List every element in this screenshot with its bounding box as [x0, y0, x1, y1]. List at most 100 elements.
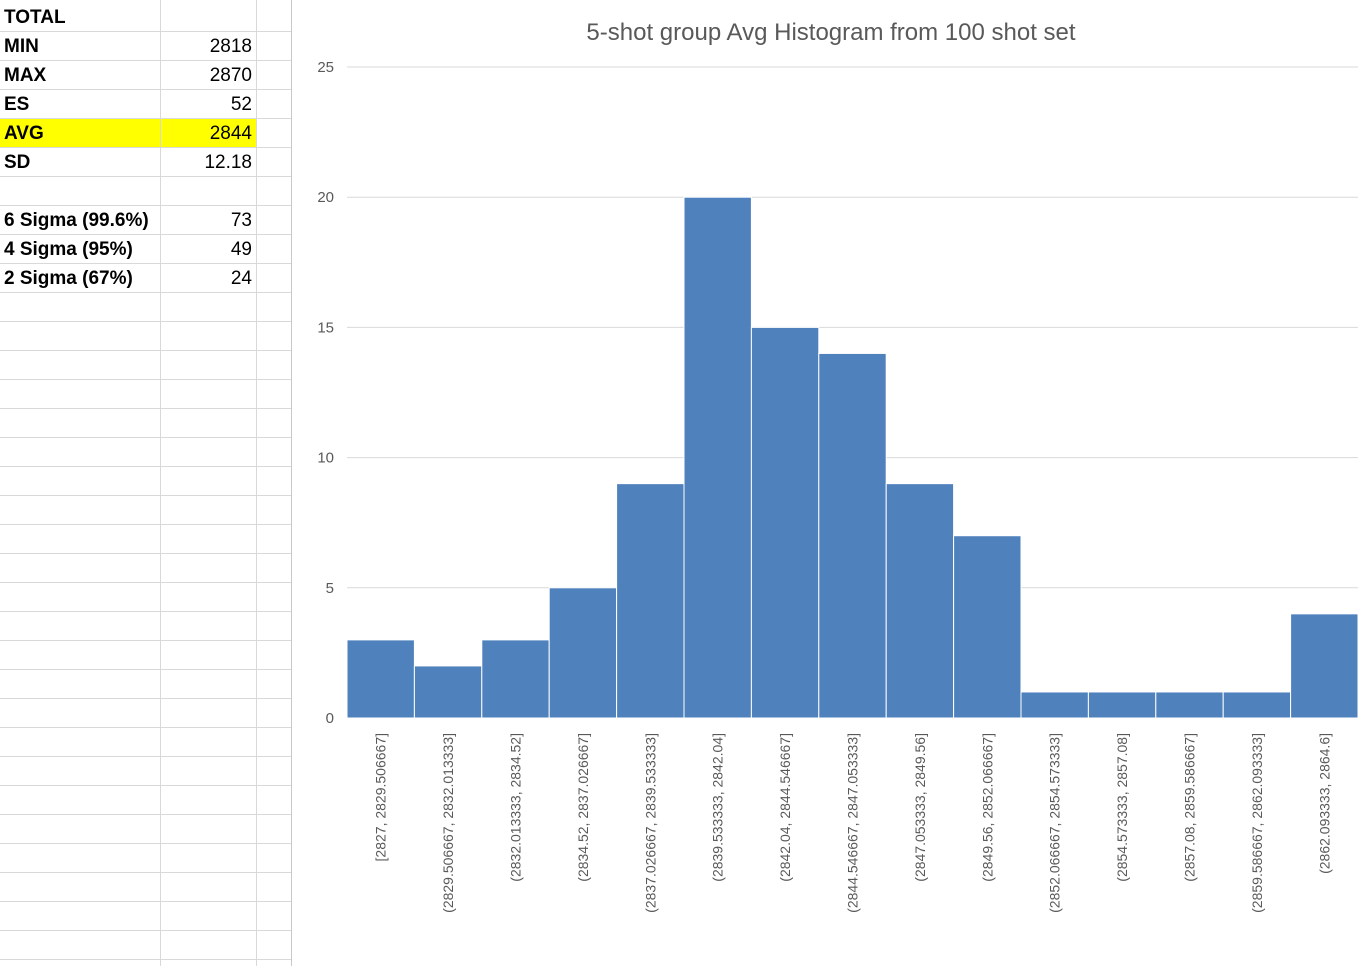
histogram-bar[interactable] — [1020, 691, 1089, 719]
histogram-bar[interactable] — [1290, 613, 1359, 719]
histogram-bar[interactable] — [481, 639, 550, 719]
row-value-cell[interactable] — [161, 873, 256, 901]
row-value-cell[interactable] — [161, 670, 256, 698]
row-value-cell[interactable] — [161, 438, 256, 466]
sheet-row[interactable] — [0, 438, 292, 467]
row-label-cell[interactable] — [0, 786, 160, 814]
sheet-row[interactable] — [0, 728, 292, 757]
row-value-cell[interactable]: 24 — [230, 268, 252, 289]
row-value-cell[interactable]: 12.18 — [204, 152, 252, 173]
sheet-row[interactable]: 4 Sigma (95%) 49 — [0, 235, 292, 264]
row-value-cell[interactable] — [161, 728, 256, 756]
row-label-cell[interactable] — [0, 496, 160, 524]
row-value-cell[interactable] — [161, 467, 256, 495]
histogram-chart[interactable]: 5-shot group Avg Histogram from 100 shot… — [292, 0, 1369, 966]
row-value-cell[interactable] — [161, 815, 256, 843]
sheet-row[interactable] — [0, 902, 292, 931]
sheet-row[interactable] — [0, 322, 292, 351]
row-label-cell[interactable]: TOTAL — [4, 7, 66, 28]
sheet-row[interactable]: TOTAL — [0, 3, 292, 32]
sheet-row[interactable] — [0, 177, 292, 206]
row-value-cell[interactable]: 52 — [230, 94, 252, 115]
histogram-bar[interactable] — [953, 535, 1022, 719]
histogram-bar[interactable] — [683, 196, 752, 719]
row-label-cell[interactable] — [0, 293, 160, 321]
histogram-bar[interactable] — [413, 665, 483, 719]
row-value-cell[interactable] — [161, 641, 256, 669]
row-label-cell[interactable]: SD — [4, 152, 31, 173]
row-label-cell[interactable] — [0, 351, 160, 379]
sheet-row[interactable]: ES 52 — [0, 90, 292, 119]
row-label-cell[interactable] — [0, 409, 160, 437]
sheet-row[interactable]: AVG 2844 — [0, 119, 292, 148]
sheet-row[interactable]: 6 Sigma (99.6%) 73 — [0, 206, 292, 235]
row-label-cell[interactable]: 4 Sigma (95%) — [4, 239, 133, 260]
row-value-cell[interactable]: 2818 — [209, 36, 252, 57]
row-label-cell[interactable]: 2 Sigma (67%) — [4, 268, 133, 289]
row-value-cell[interactable] — [161, 554, 256, 582]
sheet-row[interactable] — [0, 641, 292, 670]
sheet-row[interactable] — [0, 351, 292, 380]
sheet-row[interactable] — [0, 786, 292, 815]
row-value-cell[interactable]: 2870 — [209, 65, 252, 86]
row-value-cell[interactable] — [161, 844, 256, 872]
sheet-row[interactable]: MAX 2870 — [0, 61, 292, 90]
row-label-cell[interactable] — [0, 641, 160, 669]
row-value-cell[interactable] — [161, 380, 256, 408]
histogram-bar[interactable] — [1087, 691, 1157, 719]
histogram-bar[interactable] — [818, 352, 887, 719]
row-value-cell[interactable] — [161, 612, 256, 640]
row-label-cell[interactable] — [0, 728, 160, 756]
row-value-cell[interactable] — [161, 3, 256, 31]
row-label-cell[interactable]: MIN — [4, 36, 39, 57]
row-value-cell[interactable] — [161, 583, 256, 611]
sheet-row[interactable] — [0, 583, 292, 612]
row-label-cell[interactable]: ES — [4, 94, 30, 115]
sheet-row[interactable] — [0, 815, 292, 844]
sheet-row[interactable] — [0, 525, 292, 554]
histogram-bar[interactable] — [885, 483, 955, 719]
row-label-cell[interactable] — [0, 380, 160, 408]
row-value-cell[interactable] — [161, 931, 256, 959]
row-value-cell[interactable] — [161, 786, 256, 814]
sheet-row[interactable] — [0, 496, 292, 525]
row-label-cell[interactable] — [0, 670, 160, 698]
row-label-cell[interactable]: AVG — [0, 119, 160, 147]
row-value-cell[interactable]: 2844 — [161, 119, 256, 147]
histogram-bar[interactable] — [346, 639, 415, 719]
sheet-row[interactable] — [0, 612, 292, 641]
sheet-row[interactable] — [0, 873, 292, 902]
row-label-cell[interactable] — [0, 525, 160, 553]
histogram-bar[interactable] — [1222, 691, 1292, 719]
row-label-cell[interactable] — [0, 699, 160, 727]
row-label-cell[interactable]: 6 Sigma (99.6%) — [4, 210, 149, 231]
row-value-cell[interactable] — [161, 293, 256, 321]
row-label-cell[interactable] — [0, 554, 160, 582]
row-label-cell[interactable] — [0, 612, 160, 640]
row-value-cell[interactable] — [161, 322, 256, 350]
sheet-row[interactable] — [0, 554, 292, 583]
sheet-row[interactable] — [0, 699, 292, 728]
row-value-cell[interactable] — [161, 902, 256, 930]
row-label-cell[interactable] — [0, 902, 160, 930]
row-value-cell[interactable] — [161, 496, 256, 524]
sheet-row[interactable] — [0, 467, 292, 496]
sheet-row[interactable] — [0, 409, 292, 438]
row-label-cell[interactable] — [0, 815, 160, 843]
row-label-cell[interactable] — [0, 583, 160, 611]
row-label-cell[interactable] — [0, 873, 160, 901]
row-label-cell[interactable] — [0, 322, 160, 350]
row-label-cell[interactable] — [0, 844, 160, 872]
row-value-cell[interactable] — [161, 351, 256, 379]
row-value-cell[interactable]: 49 — [230, 239, 252, 260]
row-label-cell[interactable] — [0, 467, 160, 495]
sheet-row[interactable] — [0, 844, 292, 873]
histogram-bar[interactable] — [548, 587, 618, 719]
sheet-row[interactable]: 2 Sigma (67%) 24 — [0, 264, 292, 293]
row-value-cell[interactable] — [161, 699, 256, 727]
row-value-cell[interactable]: 73 — [230, 210, 252, 231]
row-label-cell[interactable] — [0, 438, 160, 466]
row-value-cell[interactable] — [161, 757, 256, 785]
sheet-row[interactable] — [0, 931, 292, 960]
histogram-bar[interactable] — [1155, 691, 1224, 719]
